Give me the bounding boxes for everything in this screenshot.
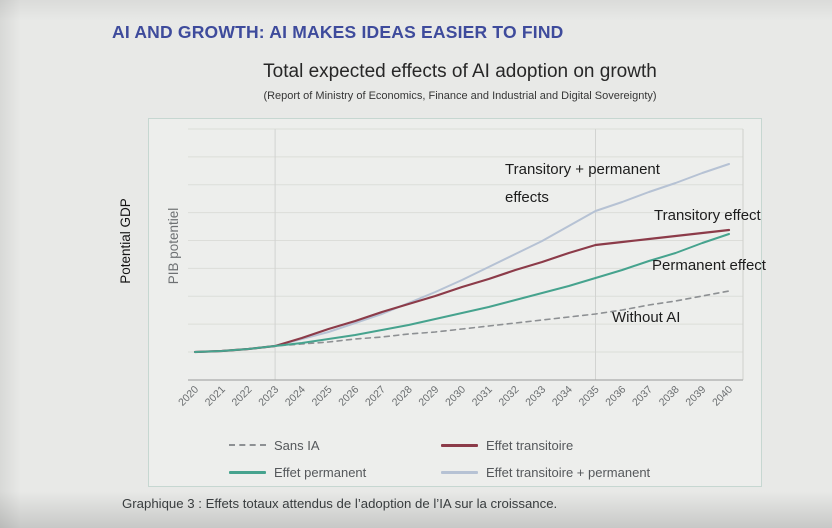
x-tick-label: 2040 xyxy=(710,384,735,409)
x-tick-label: 2022 xyxy=(230,384,255,409)
annotation-permanent-effect: Permanent effect xyxy=(652,257,766,274)
legend-label: Effet permanent xyxy=(274,464,367,480)
x-tick-label: 2025 xyxy=(310,384,335,409)
x-tick-label: 2031 xyxy=(470,384,495,409)
x-tick-label: 2039 xyxy=(683,384,708,409)
legend-swatch xyxy=(441,470,478,474)
legend-swatch xyxy=(229,444,266,446)
x-tick-label: 2021 xyxy=(203,384,228,409)
legend-item: Effet transitoire + permanent xyxy=(441,463,650,481)
x-tick-label: 2029 xyxy=(416,384,441,409)
x-tick-label: 2023 xyxy=(256,384,281,409)
x-tick-label: 2035 xyxy=(577,384,602,409)
legend-label: Effet transitoire xyxy=(486,437,574,453)
chart-legend: Sans IA Effet transitoire Effet permanent E… xyxy=(229,436,650,481)
y-axis-label-french: PIB potentiel xyxy=(166,207,181,285)
x-tick-label: 2034 xyxy=(550,384,575,409)
x-tick-label: 2020 xyxy=(176,384,201,409)
annotation-transitory-plus-permanent: Transitory + permanent effects xyxy=(505,161,660,206)
x-tick-label: 2024 xyxy=(283,384,308,409)
legend-swatch xyxy=(441,443,478,447)
series-line-effet-permanent xyxy=(194,233,730,353)
legend-swatch xyxy=(229,470,266,474)
annotation-without-ai: Without AI xyxy=(612,309,681,326)
x-tick-label: 2030 xyxy=(443,384,468,409)
chart-subtitle: (Report of Ministry of Economics, Financ… xyxy=(263,90,657,102)
x-tick-label: 2028 xyxy=(390,384,415,409)
x-tick-label: 2027 xyxy=(363,384,388,409)
x-tick-label: 2037 xyxy=(630,384,655,409)
x-tick-label: 2038 xyxy=(657,384,682,409)
annotation-transitory-effect: Transitory effect xyxy=(654,207,761,224)
x-tick-label: 2032 xyxy=(497,384,522,409)
chart-plot: 2020 2021 2022 2023 2024 2025 2026 2027 2028 2029… xyxy=(176,128,744,409)
chart-title: Total expected effects of AI adoption on… xyxy=(263,61,657,82)
legend-label: Sans IA xyxy=(274,437,320,453)
chart-frame: 2020 2021 2022 2023 2024 2025 2026 2027 2028 2029… xyxy=(148,118,766,487)
legend-label: Effet transitoire + permanent xyxy=(486,464,651,480)
x-tick-label: 2036 xyxy=(603,384,628,409)
legend-item: Effet permanent xyxy=(229,463,441,481)
y-axis-label-english: Potential GDP xyxy=(118,198,133,284)
legend-item: Sans IA xyxy=(229,436,441,454)
series-line-effet-transitoire xyxy=(193,228,731,354)
x-tick-label: 2026 xyxy=(336,384,361,409)
chart-caption: Graphique 3 : Effets totaux attendus de … xyxy=(122,496,558,511)
slide-title: AI AND GROWTH: AI MAKES IDEAS EASIER TO … xyxy=(112,22,564,42)
legend-item: Effet transitoire xyxy=(441,436,650,454)
x-tick-label: 2033 xyxy=(523,384,548,409)
